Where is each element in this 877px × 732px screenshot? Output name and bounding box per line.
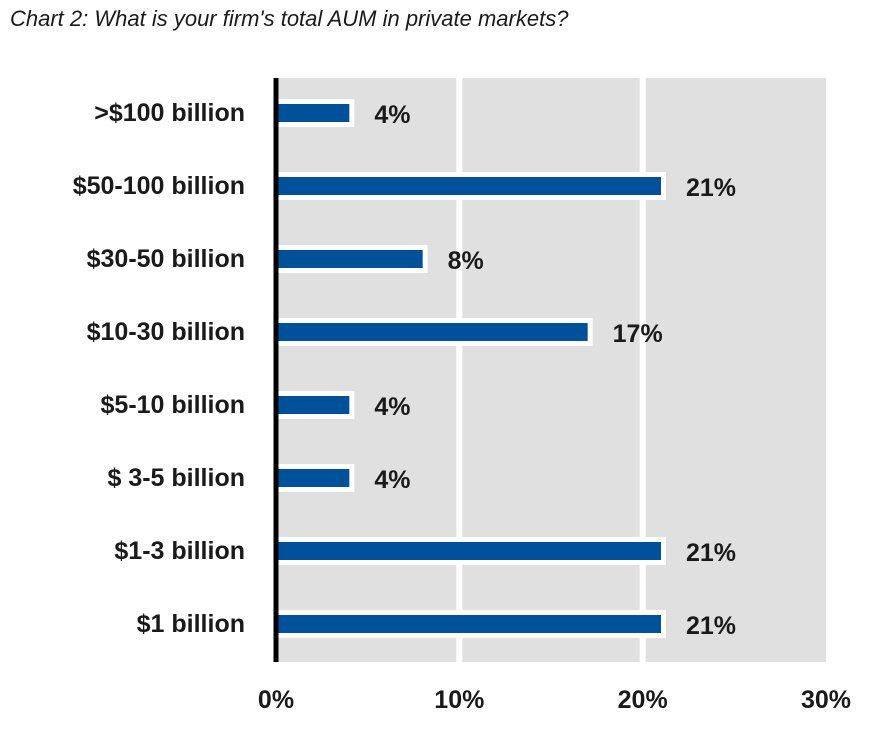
data-label: 21% (686, 612, 736, 640)
bar (276, 323, 588, 341)
category-label: $10-30 billion (87, 318, 245, 346)
plot-background (276, 78, 826, 662)
x-tick-label: 10% (434, 686, 484, 714)
data-label: 17% (613, 320, 663, 348)
bar (276, 542, 661, 560)
bar (276, 250, 423, 268)
x-tick-label: 0% (258, 686, 294, 714)
category-label: $1-3 billion (114, 537, 245, 565)
bar (276, 396, 350, 414)
data-label: 4% (374, 466, 410, 494)
bar (276, 469, 350, 487)
x-tick-labels: 0% 10% 20% 30% (258, 686, 851, 714)
category-labels: >$100 billion $50-100 billion $30-50 billi… (73, 99, 245, 638)
category-label: $1 billion (137, 610, 245, 638)
data-label: 4% (374, 101, 410, 129)
bar (276, 615, 661, 633)
category-label: $ 3-5 billion (107, 464, 245, 492)
data-label: 8% (448, 247, 484, 275)
chart-title: Chart 2: What is your firm's total AUM i… (10, 6, 569, 31)
bars (276, 99, 666, 638)
category-label: $50-100 billion (73, 172, 245, 200)
category-label: $30-50 billion (87, 245, 245, 273)
x-tick-label: 30% (801, 686, 851, 714)
data-label: 4% (374, 393, 410, 421)
x-tick-label: 20% (618, 686, 668, 714)
data-label: 21% (686, 539, 736, 567)
bar (276, 104, 350, 122)
data-label: 21% (686, 174, 736, 202)
category-label: >$100 billion (94, 99, 245, 127)
category-label: $5-10 billion (101, 391, 245, 419)
value-labels: 4% 21% 8% 17% 4% 4% 21% 21% (374, 101, 736, 640)
bar (276, 177, 661, 195)
